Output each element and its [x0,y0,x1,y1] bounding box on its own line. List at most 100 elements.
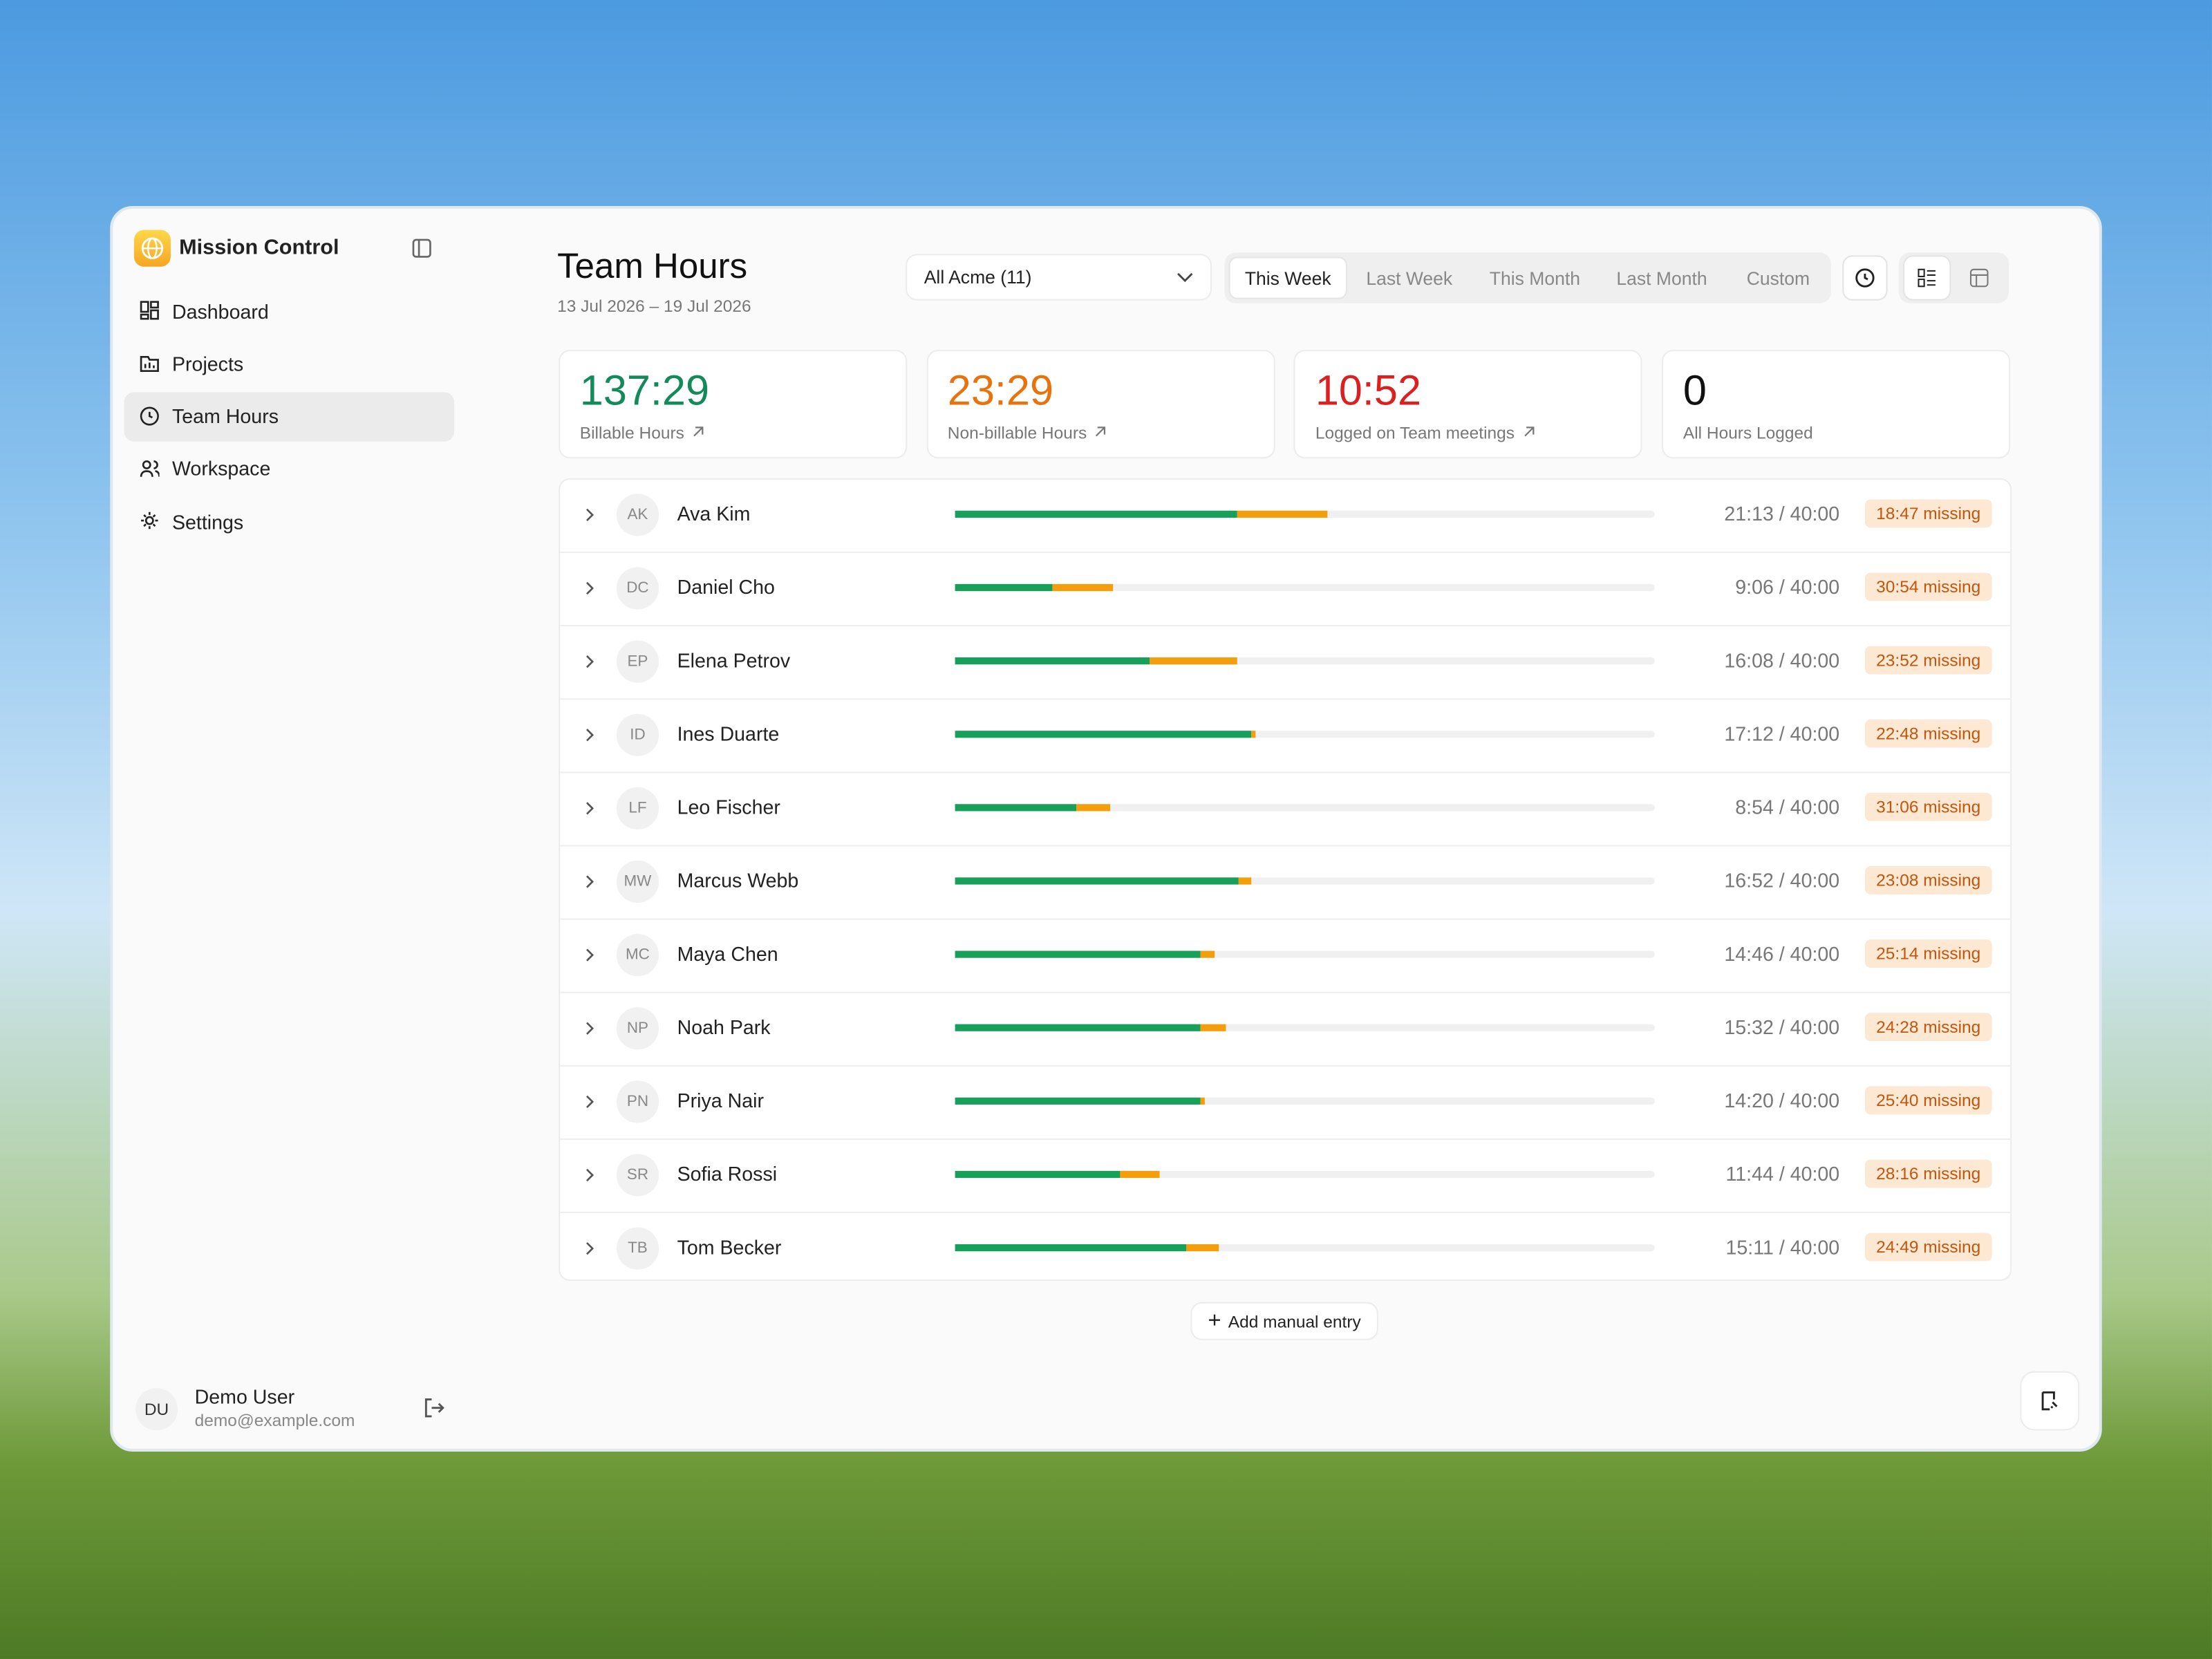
list-icon [1918,268,1936,288]
billable-bar [955,877,1239,885]
progress-track [955,804,1655,812]
member-name: Ava Kim [677,502,751,525]
non-billable-bar [1185,1244,1219,1252]
user-email: demo@example.com [194,1410,355,1431]
hours-logged: 21:13 / 40:00 [1724,502,1840,525]
stat-card[interactable]: 137:29 Billable Hours [559,350,908,459]
page-title: Team Hours [557,247,748,287]
logout-button[interactable] [422,1396,444,1419]
hours-logged: 11:44 / 40:00 [1725,1162,1840,1185]
member-row[interactable]: AK Ava Kim 21:13 / 40:00 18:47 missing [560,480,2011,553]
member-avatar: TB [616,1227,659,1270]
sidebar-toggle[interactable] [412,238,432,259]
progress-track [955,731,1655,738]
app-logo [133,229,171,267]
member-row[interactable]: MC Maya Chen 14:46 / 40:00 25:14 missing [560,920,2011,993]
progress-track [955,1097,1655,1105]
expand-chevron[interactable] [584,581,595,595]
expand-chevron[interactable] [584,508,595,522]
billable-bar [955,1170,1120,1179]
view-toggle [1898,252,2009,303]
nav-label: Settings [171,510,244,533]
member-row[interactable]: MW Marcus Webb 16:52 / 40:00 23:08 missing [560,846,2011,920]
expand-chevron[interactable] [584,655,595,668]
missing-badge: 30:54 missing [1864,572,1992,601]
external-arrow [693,427,704,437]
member-row[interactable]: EP Elena Petrov 16:08 / 40:00 23:52 missing [560,626,2011,700]
member-name: Elena Petrov [677,648,791,672]
hours-logged: 14:20 / 40:00 [1724,1089,1840,1112]
expand-chevron[interactable] [584,728,595,742]
nav-icon [140,301,159,320]
period-tab[interactable]: This Week [1228,256,1347,299]
member-avatar: NP [616,1007,659,1050]
plus-icon: + [1208,1308,1221,1333]
add-entry-button[interactable]: + Add manual entry [1190,1302,1378,1340]
member-name: Noah Park [677,1015,771,1039]
billable-bar [955,1244,1186,1252]
stat-value: 0 [1683,368,1707,415]
expand-chevron[interactable] [584,801,595,815]
member-row[interactable]: ID Ines Duarte 17:12 / 40:00 22:48 missing [560,700,2011,774]
billable-bar [955,583,1053,592]
member-row[interactable]: PN Priya Nair 14:20 / 40:00 25:40 missing [560,1067,2011,1140]
add-entry-label: Add manual entry [1228,1311,1361,1331]
stat-card[interactable]: 23:29 Non-billable Hours [926,350,1275,459]
nav-icon [140,460,160,477]
billable-bar [955,657,1150,665]
member-row[interactable]: SR Sofia Rossi 11:44 / 40:00 28:16 missing [560,1140,2011,1214]
floating-action[interactable] [2020,1371,2080,1431]
member-row[interactable]: DC Daniel Cho 9:06 / 40:00 30:54 missing [560,553,2011,627]
external-arrow [1096,427,1106,437]
member-row[interactable]: LF Leo Fischer 8:54 / 40:00 31:06 missing [560,773,2011,847]
expand-chevron[interactable] [584,874,595,888]
nav-item[interactable]: Dashboard [124,286,455,335]
expand-chevron[interactable] [584,1168,595,1182]
member-avatar: ID [616,713,659,756]
table-view-button[interactable] [1969,268,1989,288]
nav-item[interactable]: Team Hours [124,391,455,441]
stat-value: 23:29 [947,368,1053,415]
non-billable-bar [1199,1024,1226,1031]
non-billable-bar [1199,950,1215,958]
period-tab[interactable]: Custom [1746,267,1810,289]
nav-item[interactable]: Settings [124,497,455,546]
missing-badge: 24:28 missing [1864,1013,1992,1042]
stat-card[interactable]: 10:52 Logged on Team meetings [1294,350,1643,459]
timer-icon [2041,1391,2058,1411]
app-name: Mission Control [179,235,339,260]
missing-badge: 25:14 missing [1864,939,1992,968]
member-row[interactable]: TB Tom Becker 15:11 / 40:00 24:49 missing [560,1213,2010,1286]
user-avatar: DU [135,1388,178,1431]
member-name: Priya Nair [677,1089,765,1112]
expand-chevron[interactable] [584,1095,595,1109]
expand-chevron[interactable] [584,1022,595,1035]
period-tab[interactable]: This Month [1489,267,1581,289]
missing-badge: 25:40 missing [1864,1086,1992,1115]
billable-bar [955,1097,1200,1105]
stat-label: Billable Hours [580,423,706,443]
chevron-down [1177,272,1193,283]
team-filter-label: All Acme (11) [924,266,1032,288]
clock-icon [1855,268,1875,288]
team-filter[interactable]: All Acme (11) [906,254,1212,301]
external-arrow [1524,427,1534,437]
expand-chevron[interactable] [584,1241,595,1255]
member-avatar: DC [616,567,659,610]
member-avatar: PN [616,1080,659,1123]
period-tab[interactable]: Last Month [1616,267,1707,289]
list-view-button[interactable] [1903,255,1951,301]
period-tab[interactable]: Last Week [1366,267,1453,289]
clock-button[interactable] [1842,255,1888,301]
member-table: AK Ava Kim 21:13 / 40:00 18:47 missing DC Dan… [559,478,2012,1282]
expand-chevron[interactable] [584,948,595,962]
member-row[interactable]: NP Noah Park 15:32 / 40:00 24:28 missing [560,993,2011,1067]
member-avatar: LF [616,787,659,830]
stat-value: 10:52 [1315,368,1422,415]
member-name: Daniel Cho [677,575,775,599]
nav-item[interactable]: Projects [124,339,455,388]
hours-logged: 15:32 / 40:00 [1724,1015,1840,1039]
billable-bar [955,731,1251,738]
nav-item[interactable]: Workspace [124,444,455,494]
